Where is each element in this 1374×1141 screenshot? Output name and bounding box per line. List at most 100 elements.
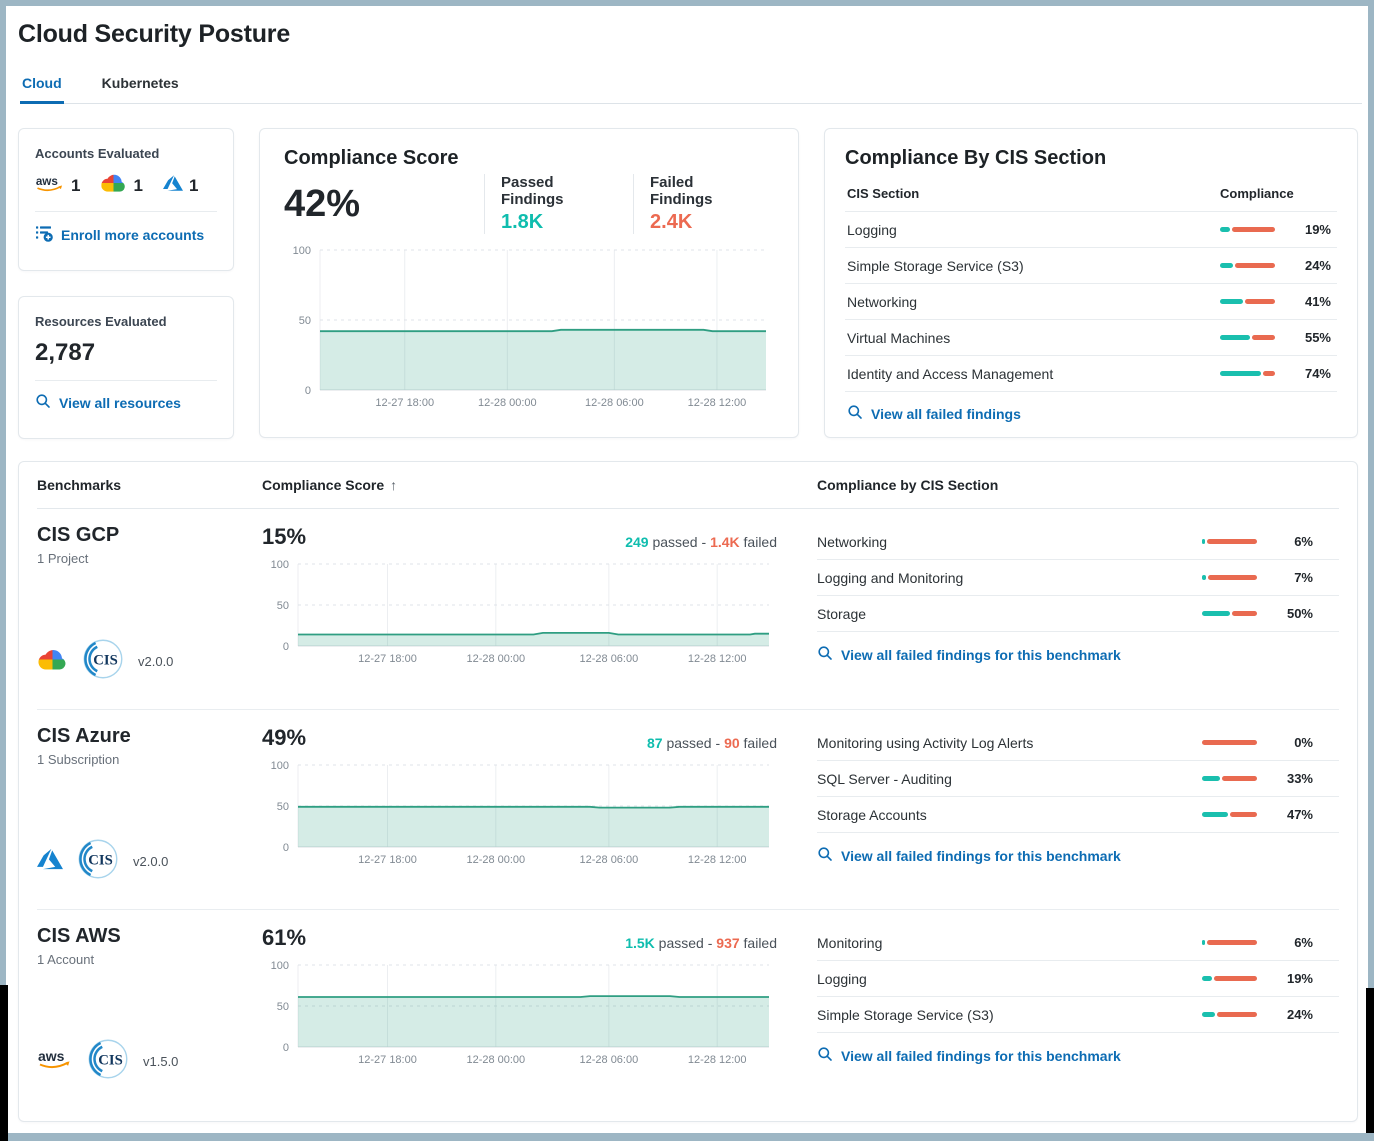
svg-text:aws: aws [36, 175, 58, 188]
compliance-percent: 24% [1286, 1007, 1313, 1022]
compliance-percent: 50% [1286, 606, 1313, 621]
benchmark-version: v2.0.0 [133, 854, 169, 869]
svg-text:12-28 06:00: 12-28 06:00 [580, 854, 639, 866]
cis-benchmark-icon: CIS [82, 638, 124, 685]
table-row: Identity and Access Management 74% [845, 355, 1337, 391]
passed-failed-summary: 1.5K passed - 937 failed [625, 935, 777, 951]
passed-failed-summary: 87 passed - 90 failed [646, 735, 777, 751]
column-header-cis-section: CIS Section [847, 186, 920, 201]
passed-findings-stat: Passed Findings 1.8K [484, 174, 605, 234]
view-failed-findings-benchmark-link[interactable]: View all failed findings for this benchm… [817, 645, 1339, 664]
compliance-minibar [1220, 335, 1275, 340]
view-failed-findings-benchmark-label: View all failed findings for this benchm… [841, 1047, 1121, 1064]
svg-text:12-28 12:00: 12-28 12:00 [688, 653, 747, 665]
benchmark-scope: 1 Project [37, 551, 89, 566]
compliance-by-cis-section-card: Compliance By CIS Section CIS Section Co… [824, 128, 1358, 438]
benchmark-row-cis-aws: CIS AWS 1 Account aws CIS v1.5.0 61% 1.5… [37, 909, 1339, 1109]
search-icon [847, 404, 863, 423]
compliance-percent: 6% [1294, 534, 1313, 549]
compliance-percent: 19% [1304, 222, 1331, 237]
compliance-minibar [1202, 1012, 1257, 1017]
benchmarks-table-header: Benchmarks Compliance Score ↑ Compliance … [37, 462, 1339, 509]
svg-text:12-28 06:00: 12-28 06:00 [585, 397, 644, 409]
svg-text:12-28 00:00: 12-28 00:00 [466, 653, 525, 665]
tab-bar: Cloud Kubernetes [20, 69, 1362, 104]
compliance-percent: 74% [1304, 366, 1331, 381]
view-failed-findings-benchmark-label: View all failed findings for this benchm… [841, 847, 1121, 864]
compliance-percent: 55% [1304, 330, 1331, 345]
tab-cloud[interactable]: Cloud [20, 69, 64, 104]
aws-icon: aws [35, 174, 65, 198]
svg-text:50: 50 [277, 801, 289, 813]
gcp-icon [37, 648, 68, 676]
svg-text:12-28 12:00: 12-28 12:00 [688, 1054, 747, 1066]
gcp-icon [100, 173, 127, 198]
compliance-minibar [1220, 263, 1275, 268]
benchmark-row-cis-gcp: CIS GCP 1 Project CIS v2.0.0 15% 249 pas… [37, 509, 1339, 709]
compliance-percent: 24% [1304, 258, 1331, 273]
table-row: Monitoring using Activity Log Alerts 0% [817, 725, 1339, 761]
cis-section-card-title: Compliance By CIS Section [845, 147, 1107, 169]
svg-text:CIS: CIS [93, 652, 118, 668]
svg-text:12-28 00:00: 12-28 00:00 [466, 1054, 525, 1066]
benchmark-score: 61% [262, 925, 307, 950]
compliance-minibar [1202, 740, 1257, 745]
compliance-percent: 7% [1294, 570, 1313, 585]
failed-findings-value: 2.4K [650, 211, 693, 233]
cis-section-label: Networking [847, 293, 918, 310]
benchmark-version: v2.0.0 [138, 654, 174, 669]
view-all-failed-findings-link[interactable]: View all failed findings [847, 404, 1335, 423]
aws-count: 1 [71, 175, 81, 195]
column-header-compliance-score[interactable]: Compliance Score ↑ [262, 477, 398, 493]
table-row: Simple Storage Service (S3) 24% [817, 997, 1339, 1033]
view-failed-findings-benchmark-link[interactable]: View all failed findings for this benchm… [817, 1046, 1339, 1065]
passed-findings-label: Passed Findings [501, 174, 564, 208]
table-row: Virtual Machines 55% [845, 319, 1337, 355]
cis-section-label: SQL Server - Auditing [817, 770, 952, 787]
resources-evaluated-card: Resources Evaluated 2,787 View all resou… [18, 296, 234, 439]
desktop-background-strip [1366, 988, 1374, 1133]
cis-section-label: Logging and Monitoring [817, 569, 964, 586]
tab-kubernetes[interactable]: Kubernetes [101, 75, 179, 91]
gcp-count: 1 [133, 175, 143, 195]
passed-findings-value: 1.8K [501, 211, 544, 233]
view-failed-findings-benchmark-label: View all failed findings for this benchm… [841, 646, 1121, 663]
svg-text:CIS: CIS [98, 1052, 123, 1068]
view-all-failed-findings-label: View all failed findings [871, 405, 1021, 422]
cis-section-label: Virtual Machines [847, 329, 951, 346]
enroll-more-accounts-link[interactable]: Enroll more accounts [35, 224, 217, 245]
compliance-score-card: Compliance Score 42% Passed Findings 1.8… [259, 128, 799, 438]
failed-findings-label: Failed Findings [650, 174, 713, 208]
column-header-benchmarks: Benchmarks [37, 477, 122, 493]
search-icon [817, 846, 833, 865]
cis-section-label: Monitoring [817, 934, 883, 951]
svg-text:12-28 06:00: 12-28 06:00 [580, 1054, 639, 1066]
compliance-trend-chart: 12-27 18:00 12-28 00:00 12-28 06:00 12-28 1… [262, 759, 777, 869]
cis-section-label: Logging [847, 221, 897, 238]
compliance-percent: 0% [1294, 735, 1313, 750]
cis-section-label: Networking [817, 533, 888, 550]
svg-text:50: 50 [277, 1001, 289, 1013]
compliance-minibar [1220, 371, 1275, 376]
svg-text:100: 100 [293, 245, 311, 257]
table-row: Storage Accounts 47% [817, 797, 1339, 833]
view-all-resources-link[interactable]: View all resources [35, 393, 217, 412]
svg-text:12-27 18:00: 12-27 18:00 [358, 1054, 417, 1066]
benchmarks-table-card: Benchmarks Compliance Score ↑ Compliance … [18, 461, 1358, 1122]
compliance-percent: 47% [1286, 807, 1313, 822]
sort-ascending-icon: ↑ [390, 477, 398, 493]
benchmark-name: CIS GCP [37, 524, 120, 546]
column-header-compliance: Compliance [1220, 186, 1294, 201]
provider-counts: aws 1 1 1 [35, 173, 217, 198]
failed-findings-stat: Failed Findings 2.4K [633, 174, 746, 234]
enroll-accounts-icon [35, 224, 53, 245]
search-icon [817, 1046, 833, 1065]
svg-text:50: 50 [299, 315, 311, 327]
compliance-minibar [1202, 940, 1257, 945]
benchmark-row-cis-azure: CIS Azure 1 Subscription CIS v2.0.0 49% … [37, 709, 1339, 909]
view-failed-findings-benchmark-link[interactable]: View all failed findings for this benchm… [817, 846, 1339, 865]
compliance-minibar [1202, 976, 1257, 981]
benchmark-scope: 1 Account [37, 952, 95, 967]
svg-text:12-28 06:00: 12-28 06:00 [580, 653, 639, 665]
cis-section-table: CIS Section Compliance Logging 19% Simpl… [845, 182, 1337, 423]
